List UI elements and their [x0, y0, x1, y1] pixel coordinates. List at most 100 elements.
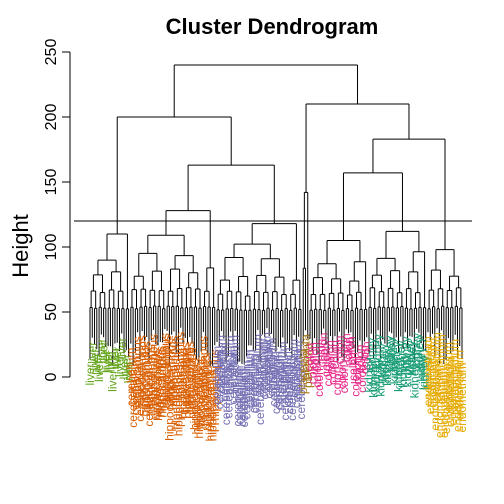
leaf-label: kidney [380, 351, 394, 386]
leaf-label: colon [346, 352, 360, 381]
leaf-label: colon [312, 368, 326, 397]
leaf-label: kidney [419, 355, 433, 390]
leaf-label: hippocampus [196, 336, 210, 407]
leaf-label: endometrium [441, 342, 455, 412]
leaf-label: hippocampus [181, 347, 195, 418]
leaf-label: hippocampus [151, 349, 165, 420]
leaf-label: cerebellum [242, 349, 256, 408]
leaf-label: hippocampus [137, 345, 151, 416]
leaf-label: hippocampus [167, 335, 181, 406]
leaf-label: hippocampus [147, 334, 161, 405]
leaf-label: liver [110, 347, 124, 369]
leaf-label: liver [106, 370, 120, 392]
leaf-label: cerebellum [217, 343, 231, 402]
leaf-label: hippocampus [190, 363, 204, 434]
leaf-label: endometrium [426, 338, 440, 408]
leaf-label: cerebellum [230, 368, 244, 427]
leaf-label: endometrium [455, 362, 469, 432]
y-tick-label: 200 [43, 104, 60, 131]
leaf-label: cerebellum [219, 367, 233, 426]
leaf-label: liver [94, 338, 108, 360]
leaf-label: liver [99, 351, 113, 373]
leaf-label: hippocampus [187, 359, 201, 430]
leaf-label: colon [303, 343, 317, 372]
leaf-label: cerebellum [215, 335, 229, 394]
leaf-label: hippocampus [158, 333, 172, 404]
leaf-label: hippocampus [160, 335, 174, 406]
leaf-label: hippocampus [176, 347, 190, 418]
leaf-label: cerebellum [212, 351, 226, 410]
leaf-label: kidney [376, 343, 390, 378]
leaf-label: cerebellum [224, 336, 238, 395]
leaf-label: kidney [407, 364, 421, 399]
leaf-label: colon [326, 356, 340, 385]
leaf-label: kidney [410, 333, 424, 368]
leaf-label: hippocampus [174, 332, 188, 403]
leaf-label: colon [360, 341, 374, 370]
leaf-labels: liverliverliverliverliverliverliverliver… [83, 332, 469, 442]
leaf-label: cerebellum [264, 338, 278, 397]
leaf-label: liver [85, 342, 99, 364]
leaf-label: colon [348, 368, 362, 397]
leaf-label: kidney [385, 337, 399, 372]
leaf-label: colon [317, 333, 331, 362]
leaf-label: hippocampus [201, 359, 215, 430]
leaf-label: endometrium [432, 368, 446, 438]
leaf-label: hippocampus [144, 344, 158, 415]
leaf-label: cerebellum [235, 368, 249, 427]
leaf-label: endometrium [439, 364, 453, 434]
leaf-label: colon [339, 333, 353, 362]
leaf-label: cerebellum [244, 349, 258, 408]
leaf-label: endometrium [423, 344, 437, 414]
leaf-label: liver [103, 350, 117, 372]
leaf-label: kidney [369, 358, 383, 393]
leaf-label: cerebellum [226, 346, 240, 405]
leaf-label: cerebellum [142, 368, 156, 427]
leaf-label: colon [353, 345, 367, 374]
y-tick-label: 250 [43, 39, 60, 66]
leaf-label: colon [308, 342, 322, 371]
leaf-label: colon [328, 340, 342, 369]
leaf-label: cerebellum [267, 348, 281, 407]
leaf-label: kidney [403, 340, 417, 375]
leaf-label: kidney [405, 341, 419, 376]
leaf-label: cerebellum [133, 363, 147, 422]
leaf-label: cerebellum [255, 339, 269, 398]
leaf-label: colon [314, 339, 328, 368]
leaf-label: hippocampus [208, 349, 222, 420]
leaf-label: kidney [378, 348, 392, 383]
leaf-label: cerebellum [283, 355, 297, 414]
leaf-label: cerebellum [287, 339, 301, 398]
leaf-label: cerebellum [289, 350, 303, 409]
leaf-label: colon [351, 356, 365, 385]
leaf-label: endometrium [446, 355, 460, 425]
leaf-label: cerebellum [262, 340, 276, 399]
leaf-label: cerebellum [292, 341, 306, 400]
leaf-label: hippocampus [131, 336, 145, 407]
leaf-label: cerebellum [233, 366, 247, 425]
leaf-label: liver [83, 363, 97, 385]
y-axis-label: Height [8, 214, 33, 278]
y-axis: 0 50 100 150 200 250 [43, 39, 71, 381]
leaf-label: liver [119, 354, 133, 376]
leaf-label: liver [115, 337, 129, 359]
leaf-label: kidney [362, 358, 376, 393]
leaf-label: colon [342, 337, 356, 366]
leaf-label: liver [97, 341, 111, 363]
leaf-label: colon [337, 365, 351, 394]
leaf-label: colon [344, 336, 358, 365]
leaf-label: cerebellum [210, 346, 224, 405]
leaf-label: colon [323, 340, 337, 369]
leaf-label: endometrium [421, 336, 435, 406]
leaf-label: colon [333, 336, 347, 365]
leaf-label: kidney [367, 363, 381, 398]
leaf-label: hippocampus [199, 355, 213, 426]
leaf-label: kidney [398, 336, 412, 371]
leaf-label: colon [357, 345, 371, 374]
leaf-label: placenta [301, 342, 315, 388]
leaf-label: kidney [373, 362, 387, 397]
dendrogram-branches [89, 64, 463, 367]
leaf-label: endometrium [453, 350, 467, 420]
leaf-label: cerebellum [128, 357, 142, 416]
leaf-label: colon [321, 358, 335, 387]
